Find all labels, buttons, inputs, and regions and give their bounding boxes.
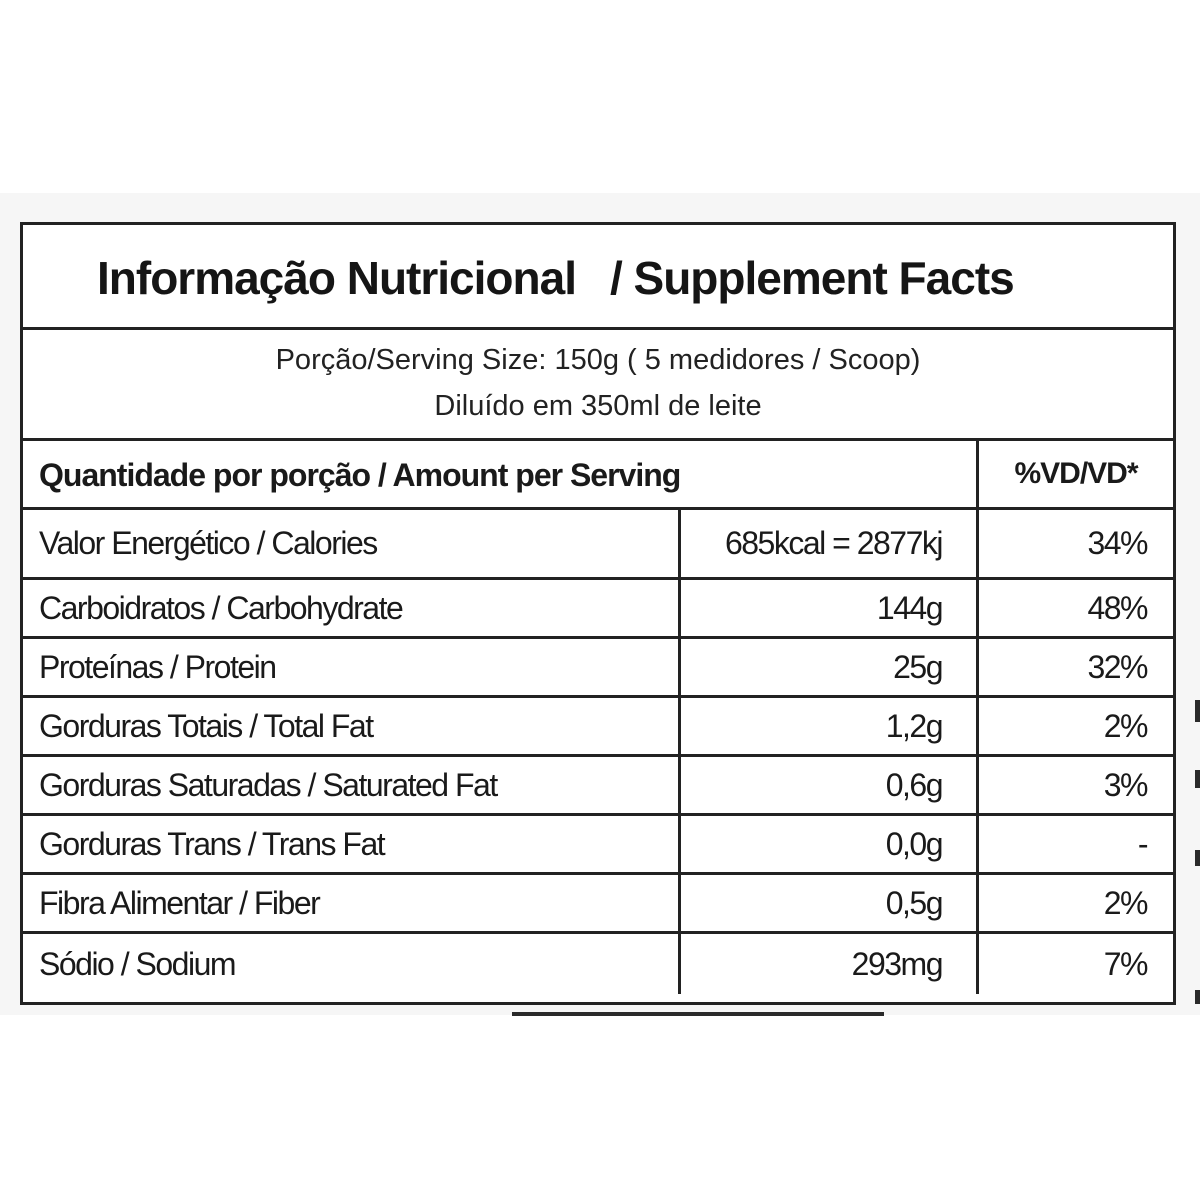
nutrient-amount: 685kcal = 2877kj [678, 510, 976, 577]
nutrient-row: Gorduras Saturadas / Saturated Fat 0,6g … [23, 757, 1173, 816]
serving-info: Porção/Serving Size: 150g ( 5 medidores … [23, 330, 1173, 441]
nutrient-daily-value: 32% [976, 639, 1173, 695]
nutrient-name: Valor Energético / Calories [39, 525, 378, 561]
nutrient-row: Valor Energético / Calories 685kcal = 28… [23, 510, 1173, 580]
title-row: Informação Nutricional / Supplement Facts [23, 225, 1173, 330]
nutrient-name: Gorduras Trans / Trans Fat [39, 825, 386, 862]
title-english: / Supplement Facts [609, 252, 1015, 304]
nutrient-daily-value: - [976, 816, 1173, 872]
nutrient-name: Gorduras Saturadas / Saturated Fat [39, 766, 498, 803]
edge-mark-right-4 [1195, 990, 1200, 1004]
nutrient-amount: 0,0g [678, 816, 976, 872]
nutrient-amount: 25g [678, 639, 976, 695]
nutrient-amount: 293mg [678, 934, 976, 994]
nutrition-facts-label: Informação Nutricional / Supplement Facts… [20, 222, 1176, 1005]
nutrient-row: Carboidratos / Carbohydrate 144g 48% [23, 580, 1173, 639]
dilution-note: Diluído em 350ml de leite [434, 390, 762, 422]
nutrient-daily-value: 2% [976, 698, 1173, 754]
nutrient-table: Valor Energético / Calories 685kcal = 28… [23, 510, 1173, 994]
nutrient-amount: 144g [678, 580, 976, 636]
nutrient-row: Gorduras Trans / Trans Fat 0,0g - [23, 816, 1173, 875]
edge-mark-right-1 [1195, 700, 1200, 722]
title-portuguese: Informação Nutricional [97, 252, 577, 304]
nutrient-daily-value: 7% [976, 934, 1173, 994]
nutrient-row: Proteínas / Protein 25g 32% [23, 639, 1173, 698]
nutrient-row: Fibra Alimentar / Fiber 0,5g 2% [23, 875, 1173, 934]
nutrient-name: Gorduras Totais / Total Fat [39, 707, 374, 744]
nutrient-daily-value: 48% [976, 580, 1173, 636]
edge-mark-right-3 [1195, 850, 1200, 866]
label-title: Informação Nutricional / Supplement Facts [97, 251, 1015, 305]
nutrient-daily-value: 34% [976, 510, 1173, 577]
nutrient-amount: 1,2g [678, 698, 976, 754]
nutrient-daily-value: 2% [976, 875, 1173, 931]
nutrient-amount: 0,5g [678, 875, 976, 931]
nutrient-name: Carboidratos / Carbohydrate [39, 589, 404, 626]
nutrient-name: Proteínas / Protein [39, 648, 277, 685]
nutrient-amount: 0,6g [678, 757, 976, 813]
header-daily-value: %VD/VD* [976, 441, 1173, 507]
edge-mark-right-2 [1195, 770, 1200, 788]
nutrient-name: Fibra Alimentar / Fiber [39, 884, 321, 921]
nutrient-name: Sódio / Sodium [39, 945, 237, 982]
serving-size: Porção/Serving Size: 150g ( 5 medidores … [275, 344, 921, 376]
header-amount-per-serving: Quantidade por porção / Amount per Servi… [39, 457, 681, 493]
table-header: Quantidade por porção / Amount per Servi… [23, 441, 1173, 510]
nutrient-row: Sódio / Sodium 293mg 7% [23, 934, 1173, 994]
nutrient-row: Gorduras Totais / Total Fat 1,2g 2% [23, 698, 1173, 757]
nutrient-daily-value: 3% [976, 757, 1173, 813]
edge-mark-bottom [512, 1012, 884, 1016]
